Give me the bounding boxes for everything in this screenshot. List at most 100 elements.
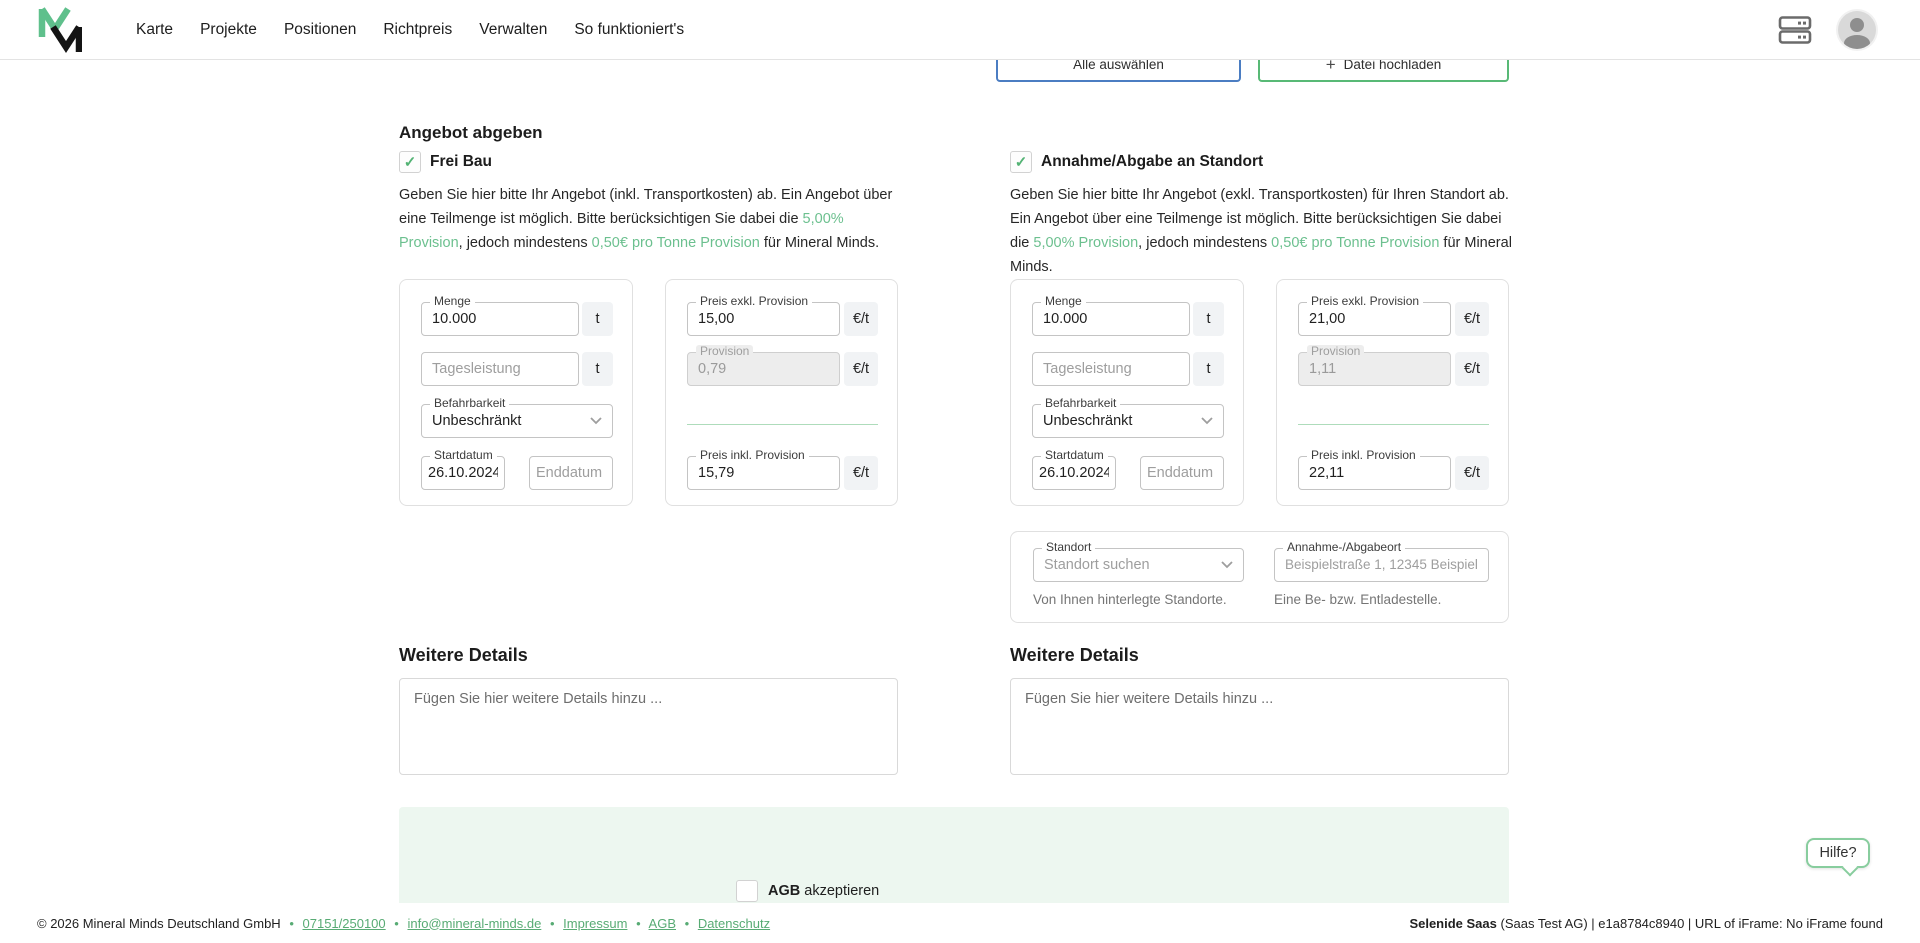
server-dns-icon[interactable] — [1778, 15, 1812, 44]
agb-rest: akzeptieren — [800, 883, 880, 899]
chevron-down-icon — [1221, 561, 1233, 569]
standort-title: Annahme/Abgabe an Standort — [1041, 153, 1264, 170]
standort-helper-text: Von Ihnen hinterlegte Standorte. — [1033, 592, 1227, 607]
standort-location-card: Standort Standort suchen Von Ihnen hinte… — [1010, 531, 1509, 623]
footer-separator: • — [289, 915, 294, 931]
befahrbarkeit-label: Befahrbarkeit — [1041, 397, 1121, 410]
agb-checkbox[interactable] — [736, 880, 758, 902]
enddatum-input[interactable] — [529, 456, 613, 490]
agb-label: AGB akzeptieren — [768, 883, 879, 899]
startdatum-label: Startdatum — [1041, 449, 1108, 462]
tagesleistung-input[interactable] — [1032, 352, 1190, 386]
frei-bau-price-card: Preis exkl. Provision €/t Provision €/t … — [665, 279, 898, 506]
help-bubble-tail — [1841, 859, 1859, 877]
chevron-down-icon — [1201, 417, 1213, 425]
select-all-label: Alle auswählen — [1073, 56, 1164, 72]
frei-bau-description: Geben Sie hier bitte Ihr Angebot (inkl. … — [399, 183, 901, 255]
page-footer: © 2026 Mineral Minds Deutschland GmbH • … — [0, 903, 1920, 943]
unit-tonnes: t — [1193, 302, 1224, 336]
footer-datenschutz-link[interactable]: Datenschutz — [697, 915, 771, 931]
befahrbarkeit-value: Unbeschränkt — [432, 413, 522, 429]
agb-strong: AGB — [768, 883, 801, 899]
footer-separator: • — [636, 915, 641, 931]
standort-label: Standort — [1042, 541, 1096, 554]
footer-separator: • — [394, 915, 399, 931]
unit-eur-per-tonne: €/t — [844, 352, 878, 386]
desc-text: Geben Sie hier bitte Ihr Angebot (inkl. … — [399, 187, 893, 227]
preis-inkl-label: Preis inkl. Provision — [696, 449, 809, 462]
standort-form-card: Menge t t Befahrbarkeit Unbeschränkt Sta… — [1010, 279, 1244, 506]
user-avatar[interactable] — [1838, 10, 1876, 49]
desc-text: für Mineral Minds. — [1010, 235, 1512, 275]
frei-bau-header: ✓ Frei Bau — [399, 150, 492, 174]
befahrbarkeit-value: Unbeschränkt — [1043, 413, 1133, 429]
unit-tonnes: t — [1193, 352, 1224, 386]
standort-header: ✓ Annahme/Abgabe an Standort — [1010, 150, 1263, 174]
unit-eur-per-tonne: €/t — [1455, 456, 1489, 490]
frei-bau-form-card: Menge t t Befahrbarkeit Unbeschränkt Sta… — [399, 279, 633, 506]
main-menu: Karte Projekte Positionen Richtpreis Ver… — [136, 21, 684, 39]
menge-label: Menge — [1041, 295, 1086, 308]
provision-label: Provision — [1307, 345, 1365, 358]
price-divider — [1298, 424, 1489, 425]
nav-item-projekte[interactable]: Projekte — [200, 20, 257, 38]
details-textarea-left[interactable] — [399, 678, 898, 775]
preis-exkl-label: Preis exkl. Provision — [696, 295, 813, 308]
provision-percent-text: 5,00% Provision — [1033, 235, 1139, 251]
avatar-body-icon — [1844, 34, 1870, 49]
desc-text: , jedoch mindestens — [458, 235, 592, 251]
standort-price-card: Preis exkl. Provision €/t Provision €/t … — [1276, 279, 1509, 506]
help-button[interactable]: Hilfe? — [1806, 838, 1870, 877]
top-navbar: Karte Projekte Positionen Richtpreis Ver… — [0, 0, 1920, 60]
abgabeort-helper-text: Eine Be- bzw. Entladestelle. — [1274, 592, 1442, 607]
price-divider — [687, 424, 878, 425]
footer-right: Selenide Saas (Saas Test AG) | e1a8784c8… — [1409, 916, 1883, 931]
unit-tonnes: t — [582, 302, 613, 336]
nav-item-richtpreis[interactable]: Richtpreis — [383, 20, 453, 38]
preis-exkl-label: Preis exkl. Provision — [1307, 295, 1424, 308]
nav-item-positionen[interactable]: Positionen — [283, 20, 357, 38]
preis-inkl-input[interactable] — [1298, 456, 1451, 490]
menge-label: Menge — [430, 295, 475, 308]
befahrbarkeit-label: Befahrbarkeit — [430, 397, 510, 410]
footer-copyright: © 2026 Mineral Minds Deutschland GmbH — [37, 915, 281, 931]
details-textarea-right[interactable] — [1010, 678, 1509, 775]
desc-text: für Mineral Minds. — [759, 235, 880, 251]
footer-app-meta: (Saas Test AG) | e1a8784c8940 | URL of i… — [1496, 915, 1884, 931]
tagesleistung-input[interactable] — [421, 352, 579, 386]
unit-eur-per-tonne: €/t — [1455, 302, 1489, 336]
standort-description: Geben Sie hier bitte Ihr Angebot (exkl. … — [1010, 183, 1512, 279]
chevron-down-icon — [590, 417, 602, 425]
abgabeort-label: Annahme-/Abgabeort — [1283, 541, 1406, 554]
help-label: Hilfe? — [1819, 845, 1857, 861]
provision-percent-text: 5,00% Provision — [399, 211, 844, 251]
plus-icon: + — [1325, 54, 1336, 74]
standort-checkbox[interactable]: ✓ — [1010, 151, 1032, 173]
startdatum-label: Startdatum — [430, 449, 497, 462]
provision-min-text: 0,50€ pro Tonne Provision — [1271, 235, 1440, 251]
navbar-actions — [1778, 10, 1876, 49]
nav-item-so-funktionierts[interactable]: So funktioniert's — [574, 20, 685, 38]
upload-label: Datei hochladen — [1343, 56, 1442, 72]
page-title: Angebot abgeben — [399, 123, 543, 143]
footer-left: © 2026 Mineral Minds Deutschland GmbH • … — [37, 916, 770, 931]
desc-text: Geben Sie hier bitte Ihr Angebot (exkl. … — [1010, 187, 1509, 251]
enddatum-input[interactable] — [1140, 456, 1224, 490]
nav-item-verwalten[interactable]: Verwalten — [479, 20, 548, 38]
frei-bau-checkbox[interactable]: ✓ — [399, 151, 421, 173]
avatar-head-icon — [1850, 17, 1864, 32]
check-icon: ✓ — [1014, 153, 1028, 171]
footer-agb-link[interactable]: AGB — [648, 915, 676, 931]
check-icon: ✓ — [403, 153, 417, 171]
unit-tonnes: t — [582, 352, 613, 386]
footer-impressum-link[interactable]: Impressum — [563, 915, 628, 931]
mineral-minds-logo[interactable] — [38, 6, 82, 53]
details-title-left: Weitere Details — [399, 645, 528, 665]
unit-eur-per-tonne: €/t — [1455, 352, 1489, 386]
frei-bau-title: Frei Bau — [430, 153, 493, 170]
footer-email-link[interactable]: info@mineral-minds.de — [407, 915, 542, 931]
footer-phone-link[interactable]: 07151/250100 — [302, 915, 386, 931]
preis-inkl-label: Preis inkl. Provision — [1307, 449, 1420, 462]
nav-item-karte[interactable]: Karte — [136, 20, 174, 38]
agb-section: AGB akzeptieren — [399, 807, 1509, 903]
